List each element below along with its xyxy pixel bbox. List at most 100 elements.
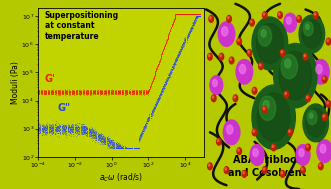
Point xyxy=(123,88,129,91)
Point xyxy=(89,134,95,137)
Point xyxy=(117,91,122,94)
Point xyxy=(108,91,113,94)
Point xyxy=(81,129,87,132)
Point xyxy=(106,144,112,147)
Point xyxy=(149,80,155,83)
Point xyxy=(154,102,159,105)
Point xyxy=(42,89,48,92)
Point xyxy=(98,136,104,139)
Point xyxy=(184,12,189,15)
Point xyxy=(117,90,122,93)
Circle shape xyxy=(322,114,327,121)
Point xyxy=(141,129,146,132)
Point xyxy=(94,91,99,94)
Point xyxy=(95,132,100,135)
Point xyxy=(115,91,120,94)
Point xyxy=(116,147,121,150)
Point xyxy=(79,125,84,128)
Point xyxy=(66,91,71,94)
Point xyxy=(187,28,192,31)
Point xyxy=(135,92,140,95)
Point xyxy=(120,147,125,150)
Point xyxy=(98,89,104,92)
Point xyxy=(140,92,145,95)
Point xyxy=(112,147,117,150)
Point xyxy=(140,129,145,132)
Point xyxy=(66,90,71,93)
Point xyxy=(96,133,101,136)
Point xyxy=(88,134,93,137)
Point xyxy=(197,12,203,15)
Point xyxy=(178,48,183,51)
Point xyxy=(126,90,131,93)
Point xyxy=(148,85,153,88)
Point xyxy=(93,91,98,94)
Point xyxy=(135,90,140,93)
Point xyxy=(104,135,109,138)
Point xyxy=(112,147,117,150)
Point xyxy=(63,130,68,133)
Point xyxy=(127,147,133,150)
Point xyxy=(168,69,174,72)
Point xyxy=(51,125,56,128)
Point xyxy=(153,101,158,104)
Point xyxy=(40,126,45,129)
Point xyxy=(87,128,92,131)
Point xyxy=(113,141,118,144)
Point xyxy=(181,12,186,15)
Point xyxy=(120,147,125,150)
Point xyxy=(72,131,77,134)
Point xyxy=(162,45,167,48)
Point xyxy=(161,87,166,90)
Point xyxy=(148,85,154,88)
Point xyxy=(192,12,197,15)
Point xyxy=(41,128,47,131)
Point xyxy=(142,127,147,130)
Point xyxy=(89,130,95,133)
Point xyxy=(41,90,46,93)
Point xyxy=(159,90,165,93)
Point xyxy=(142,126,147,129)
Point xyxy=(98,132,104,135)
Point xyxy=(54,89,59,92)
Point xyxy=(195,12,200,15)
Point xyxy=(187,31,192,34)
Point xyxy=(114,88,119,91)
Point xyxy=(103,136,108,139)
Point xyxy=(118,147,123,150)
Point xyxy=(101,141,106,144)
Point xyxy=(129,147,134,150)
Point xyxy=(112,91,118,94)
Point xyxy=(104,92,109,95)
Point xyxy=(46,126,51,129)
Point xyxy=(142,130,147,133)
Point xyxy=(192,19,197,22)
Point xyxy=(152,73,157,76)
Point xyxy=(65,88,70,91)
Point xyxy=(48,90,53,93)
Point xyxy=(193,19,198,22)
Point xyxy=(177,54,182,57)
Point xyxy=(159,91,165,94)
Point xyxy=(87,131,92,134)
Point xyxy=(69,131,74,134)
Point xyxy=(153,102,158,105)
Point xyxy=(86,128,91,131)
Point xyxy=(73,92,78,95)
Point xyxy=(160,87,166,90)
Point xyxy=(158,56,163,59)
Point xyxy=(51,131,56,134)
Point xyxy=(186,32,191,35)
Point xyxy=(52,90,58,93)
Point xyxy=(75,133,81,136)
Point xyxy=(71,130,76,133)
Point xyxy=(161,86,166,89)
Point xyxy=(197,12,203,15)
Point xyxy=(147,115,152,118)
Point xyxy=(156,98,162,101)
Point xyxy=(134,147,140,150)
Point xyxy=(72,91,77,94)
Point xyxy=(157,58,163,61)
Point xyxy=(161,86,166,89)
Point xyxy=(166,74,172,77)
